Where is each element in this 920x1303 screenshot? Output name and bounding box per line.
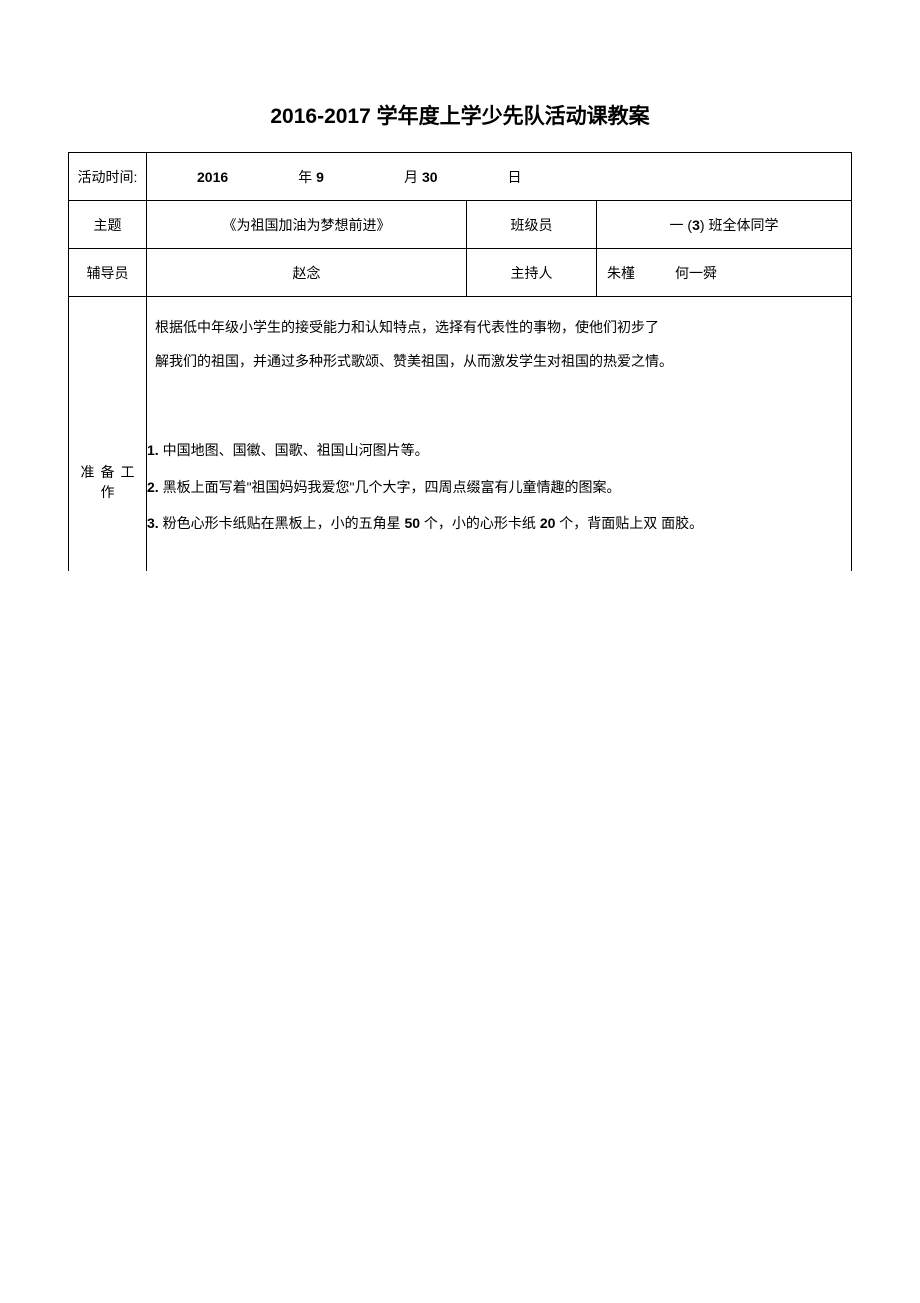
date-value-cell: 2016 年 9 月 30 日 xyxy=(147,153,852,201)
host-name-2: 何一舜 xyxy=(675,263,717,283)
goal-line-1: 根据低中年级小学生的接受能力和认知特点，选择有代表性的事物，使他们初步了 xyxy=(155,311,843,345)
class-number: 3 xyxy=(692,217,700,233)
prep-2-num: 2. xyxy=(147,479,159,495)
prep-2-text: 黑板上面写着"祖国妈妈我爱您"几个大字，四周点缀富有儿童情趣的图案。 xyxy=(159,479,621,495)
prep-row: 准备工作 1. 中国地图、国徽、国歌、祖国山河图片等。 2. 黑板上面写着"祖国… xyxy=(69,392,852,571)
prep-3-num-b: 20 xyxy=(540,515,556,531)
prep-item-3: 3. 粉色心形卡纸贴在黑板上，小的五角星 50 个，小的心形卡纸 20 个，背面… xyxy=(147,505,843,541)
counselor-value: 赵念 xyxy=(147,249,467,297)
class-suffix: ) 班全体同学 xyxy=(700,217,779,233)
goal-content: 根据低中年级小学生的接受能力和认知特点，选择有代表性的事物，使他们初步了 解我们… xyxy=(147,297,852,393)
host-label: 主持人 xyxy=(467,249,597,297)
goal-line-2: 解我们的祖国，并通过多种形式歌颂、赞美祖国，从而激发学生对祖国的热爱之情。 xyxy=(155,345,843,379)
page-title: 2016-2017 学年度上学少先队活动课教案 xyxy=(68,100,852,130)
date-row: 活动时间: 2016 年 9 月 30 日 xyxy=(69,153,852,201)
theme-value: 《为祖国加油为梦想前进》 xyxy=(147,201,467,249)
class-prefix: 一 ( xyxy=(670,217,693,233)
host-name-1: 朱槿 xyxy=(607,263,635,283)
counselor-row: 辅导员 赵念 主持人 朱槿 何一舜 xyxy=(69,249,852,297)
prep-label: 准备工作 xyxy=(69,392,147,571)
day-unit: 日 xyxy=(508,167,522,187)
class-label: 班级员 xyxy=(467,201,597,249)
year-unit: 年 xyxy=(298,167,312,187)
prep-1-text: 中国地图、国徽、国歌、祖国山河图片等。 xyxy=(159,442,429,458)
class-value: 一 (3) 班全体同学 xyxy=(597,201,852,249)
prep-1-num: 1. xyxy=(147,442,159,458)
prep-3-num-a: 50 xyxy=(404,515,420,531)
prep-content: 1. 中国地图、国徽、国歌、祖国山河图片等。 2. 黑板上面写着"祖国妈妈我爱您… xyxy=(147,392,852,571)
prep-3-text-b: 个，小的心形卡纸 xyxy=(420,515,540,531)
prep-3-text-a: 粉色心形卡纸贴在黑板上，小的五角星 xyxy=(159,515,405,531)
theme-label: 主题 xyxy=(69,201,147,249)
month-unit: 月 xyxy=(404,167,418,187)
year-number: 2016 xyxy=(197,169,228,185)
month-number: 9 xyxy=(316,169,324,185)
day-number: 30 xyxy=(422,169,438,185)
host-value: 朱槿 何一舜 xyxy=(597,249,852,297)
date-label: 活动时间: xyxy=(69,153,147,201)
counselor-label: 辅导员 xyxy=(69,249,147,297)
theme-row: 主题 《为祖国加油为梦想前进》 班级员 一 (3) 班全体同学 xyxy=(69,201,852,249)
prep-item-2: 2. 黑板上面写着"祖国妈妈我爱您"几个大字，四周点缀富有儿童情趣的图案。 xyxy=(147,469,843,505)
goal-row: 根据低中年级小学生的接受能力和认知特点，选择有代表性的事物，使他们初步了 解我们… xyxy=(69,297,852,393)
prep-item-1: 1. 中国地图、国徽、国歌、祖国山河图片等。 xyxy=(147,432,843,468)
goal-label-empty xyxy=(69,297,147,393)
lesson-plan-table: 活动时间: 2016 年 9 月 30 日 主题 《为祖国加油为梦想前进》 班级… xyxy=(68,152,852,571)
prep-3-text-c: 个，背面贴上双 面胶。 xyxy=(555,515,703,531)
prep-3-num: 3. xyxy=(147,515,159,531)
